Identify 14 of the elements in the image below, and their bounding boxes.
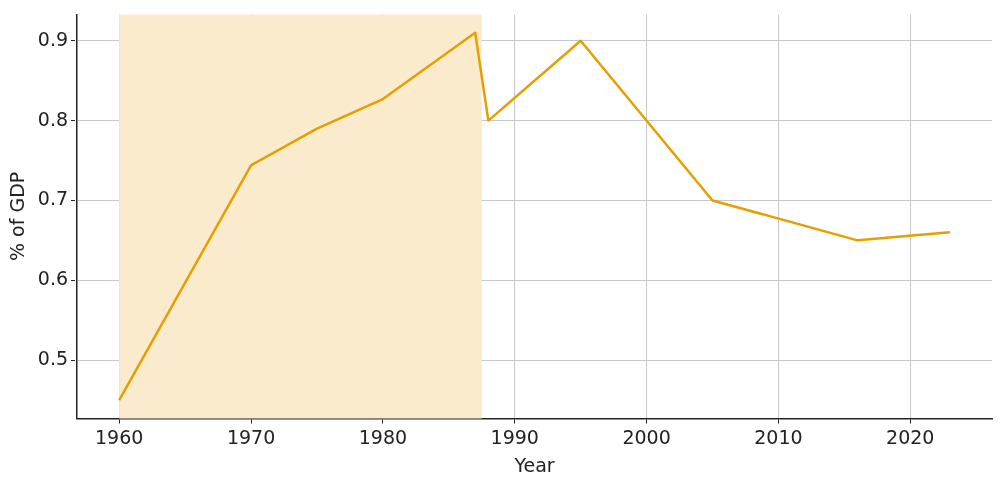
x-tick-label: 1960 [95,425,144,448]
y-tick-label: 0.7 [37,187,69,210]
x-tick-label: 1970 [226,425,276,448]
x-tick-label: 1980 [358,425,408,448]
x-tick-label: 2020 [886,425,935,448]
x-tick-label: 1990 [490,425,539,448]
y-axis-title: % of GDP [6,171,29,262]
y-tick-label: 0.5 [37,347,69,370]
y-tick-label: 0.9 [37,27,69,50]
x-tick-label: 2010 [754,425,803,448]
y-tick-label: 0.6 [37,267,69,290]
x-tick-label: 2000 [622,425,671,448]
x-axis-title: Year [513,453,555,476]
y-tick-label: 0.8 [37,107,69,130]
